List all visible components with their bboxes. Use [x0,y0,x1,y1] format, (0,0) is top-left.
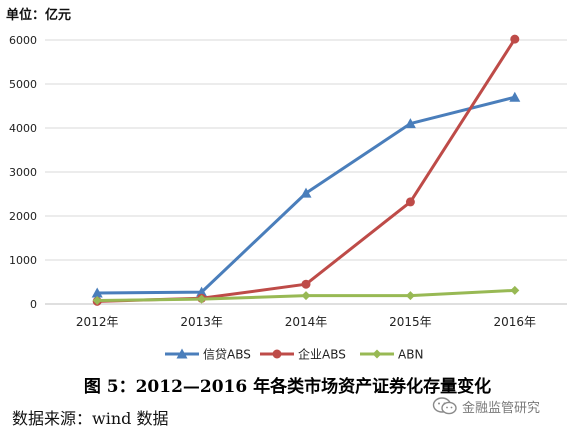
y-tick-label: 0 [30,298,37,311]
legend-marker [176,348,188,359]
y-tick-label: 4000 [9,122,37,135]
y-tick-label: 5000 [9,78,37,91]
legend-marker [272,349,282,359]
x-tick-label: 2014年 [285,315,328,329]
x-tick-label: 2013年 [180,315,223,329]
data-point [197,294,207,304]
x-tick-label: 2015年 [389,315,432,329]
legend-label: 企业ABS [298,347,346,362]
data-point [509,91,521,102]
legend-marker [372,349,382,359]
series-line-2 [97,38,517,303]
data-point [405,291,415,301]
data-point [301,279,311,289]
x-tick-label: 2016年 [494,315,537,329]
data-point [510,34,520,44]
watermark-text: 金融监管研究 [462,400,541,416]
y-tick-label: 2000 [9,210,37,223]
data-point [405,197,415,207]
legend-label: 信贷ABS [203,348,251,362]
y-tick-label: 6000 [9,34,37,47]
data-point [510,285,520,295]
data-point [92,295,102,305]
watermark: 金融监管研究 [432,396,540,416]
legend-label: ABN [398,348,423,362]
data-point [300,187,312,198]
data-point [196,286,208,297]
figure-caption: 图 5：2012—2016 年各类市场资产证券化存量变化 [83,377,492,397]
wechat-icon [432,397,457,415]
data-point [301,291,311,301]
y-tick-label: 1000 [9,254,37,267]
data-point [91,287,103,298]
source-note: 数据来源：wind 数据 [12,409,169,428]
data-point [404,118,416,129]
unit-label: 单位：亿元 [6,8,72,23]
x-tick-label: 2012年 [76,315,119,329]
y-tick-label: 3000 [9,166,37,179]
